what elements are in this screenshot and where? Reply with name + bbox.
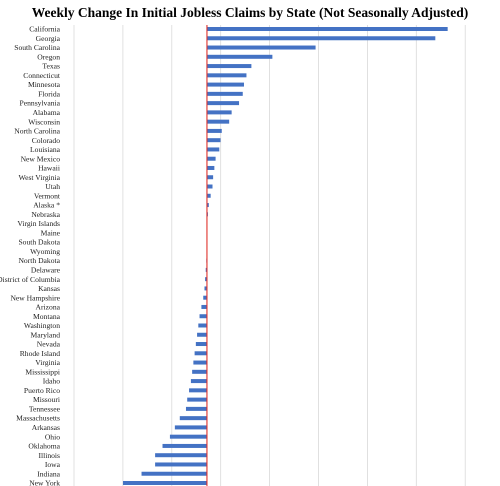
category-label: Virginia bbox=[35, 358, 60, 367]
bar bbox=[169, 434, 207, 439]
bar bbox=[206, 110, 232, 115]
category-label: Rhode Island bbox=[20, 349, 60, 358]
category-label: Hawaii bbox=[38, 164, 60, 173]
category-label: Alaska * bbox=[33, 201, 60, 210]
category-label: Texas bbox=[42, 62, 60, 71]
bar bbox=[198, 323, 207, 328]
category-label: Minnesota bbox=[28, 80, 61, 89]
grid-layer bbox=[73, 25, 466, 486]
category-label: North Carolina bbox=[14, 127, 60, 136]
category-label: Montana bbox=[33, 312, 61, 321]
category-label: South Dakota bbox=[18, 238, 60, 247]
category-label: Oregon bbox=[37, 52, 60, 61]
bar bbox=[195, 342, 207, 347]
bar bbox=[197, 332, 207, 337]
category-label: California bbox=[29, 25, 60, 34]
bar bbox=[192, 369, 207, 374]
bar bbox=[187, 397, 207, 402]
category-label: Delaware bbox=[31, 265, 61, 274]
category-label: Nebraska bbox=[31, 210, 60, 219]
category-label: Louisiana bbox=[30, 145, 61, 154]
bar bbox=[174, 425, 207, 430]
bar bbox=[206, 36, 436, 41]
category-label: Missouri bbox=[33, 395, 60, 404]
bar bbox=[206, 156, 216, 161]
category-label: District of Columbia bbox=[0, 275, 61, 284]
bar bbox=[203, 295, 207, 300]
bar bbox=[179, 416, 207, 421]
category-label: Florida bbox=[38, 89, 61, 98]
bar bbox=[155, 453, 207, 458]
bar bbox=[206, 73, 247, 78]
category-label: Indiana bbox=[37, 469, 60, 478]
category-label: New Mexico bbox=[21, 154, 61, 163]
category-label: New Hampshire bbox=[10, 293, 60, 302]
bar bbox=[206, 184, 213, 189]
category-label: New York bbox=[29, 479, 60, 486]
bar bbox=[155, 462, 207, 467]
bar bbox=[206, 138, 221, 143]
category-label: Ohio bbox=[45, 432, 60, 441]
category-label: Arizona bbox=[36, 303, 61, 312]
bar bbox=[201, 304, 207, 309]
category-label: Maryland bbox=[30, 330, 60, 339]
bar bbox=[206, 193, 211, 198]
category-label: Colorado bbox=[32, 136, 60, 145]
bar bbox=[206, 175, 214, 180]
category-label: Alabama bbox=[33, 108, 61, 117]
category-label: Kansas bbox=[38, 284, 60, 293]
bar bbox=[190, 379, 207, 384]
category-label: Puerto Rico bbox=[24, 386, 60, 395]
category-label: Utah bbox=[45, 182, 60, 191]
bar bbox=[206, 27, 448, 31]
bar bbox=[206, 101, 240, 106]
bar bbox=[206, 165, 215, 170]
bar bbox=[206, 128, 222, 133]
bar bbox=[189, 388, 207, 393]
bar bbox=[206, 45, 316, 50]
bar bbox=[162, 443, 207, 448]
bar bbox=[199, 314, 207, 319]
bar bbox=[206, 147, 220, 152]
category-label: Nevada bbox=[37, 340, 61, 349]
category-label: Tennessee bbox=[29, 404, 61, 413]
bar bbox=[141, 471, 207, 476]
bar bbox=[205, 277, 207, 282]
category-label: Virgin Islands bbox=[17, 219, 60, 228]
category-label: Wisconsin bbox=[28, 117, 60, 126]
bar bbox=[194, 351, 207, 356]
category-label: Wyoming bbox=[30, 247, 60, 256]
bar bbox=[206, 203, 209, 208]
bar bbox=[204, 286, 207, 291]
category-label: South Carolina bbox=[14, 43, 60, 52]
bar bbox=[123, 481, 207, 485]
bar bbox=[206, 82, 244, 87]
bar bbox=[205, 267, 207, 272]
category-label: Mississippi bbox=[25, 367, 60, 376]
category-label: Maine bbox=[41, 228, 61, 237]
chart-title: Weekly Change In Initial Jobless Claims … bbox=[31, 5, 469, 20]
bar bbox=[193, 360, 207, 365]
category-label: Arkansas bbox=[32, 423, 60, 432]
category-label: Vermont bbox=[34, 191, 61, 200]
category-label: Illinois bbox=[38, 451, 60, 460]
category-label: Massachusetts bbox=[16, 414, 60, 423]
category-label: Oklahoma bbox=[28, 442, 60, 451]
bar-layer bbox=[123, 27, 448, 485]
category-label: Pennsylvania bbox=[20, 99, 61, 108]
bar bbox=[185, 406, 207, 411]
category-label: Georgia bbox=[36, 34, 61, 43]
category-label: Connecticut bbox=[23, 71, 61, 80]
category-label: Washington bbox=[24, 321, 60, 330]
category-label: Iowa bbox=[45, 460, 61, 469]
bar bbox=[206, 64, 252, 69]
bar bbox=[206, 91, 243, 96]
bar bbox=[206, 119, 230, 124]
category-label: North Dakota bbox=[18, 256, 60, 265]
bar bbox=[206, 54, 273, 59]
category-label: Idaho bbox=[43, 377, 60, 386]
category-label: West Virginia bbox=[19, 173, 61, 182]
